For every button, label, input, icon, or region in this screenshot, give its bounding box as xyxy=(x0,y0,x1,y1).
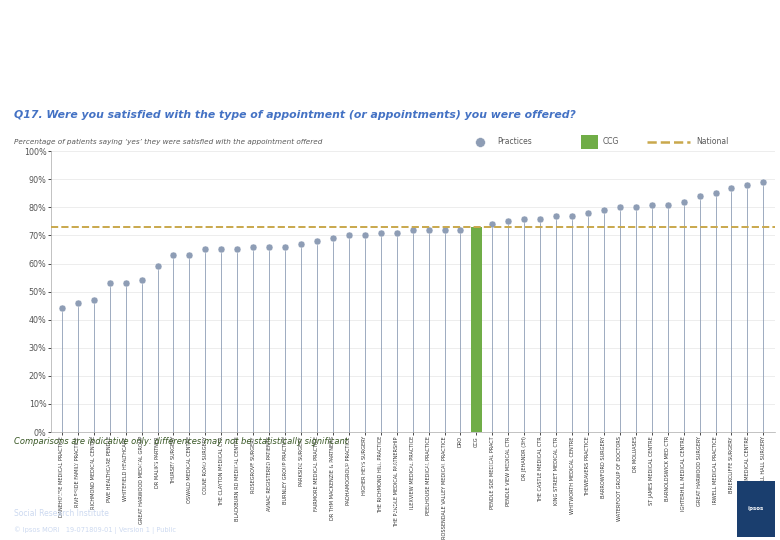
Text: National: National xyxy=(696,137,729,146)
Text: Base: All who tried to make an appointment since being registered: National (879: Base: All who tried to make an appointme… xyxy=(14,461,518,468)
Text: 32: 32 xyxy=(381,502,399,516)
Text: ipsos: ipsos xyxy=(748,507,764,511)
Text: Percentage of patients saying ‘yes’ they were satisfied with the appointment off: Percentage of patients saying ‘yes’ they… xyxy=(14,139,322,145)
Text: CCG: CCG xyxy=(603,137,619,146)
Bar xyxy=(737,481,775,537)
Text: Practices: Practices xyxy=(497,137,532,146)
Bar xyxy=(471,227,481,432)
Text: Ipsos MORI: Ipsos MORI xyxy=(14,490,80,500)
Text: Satisfaction with appointment offered:
how the CCG’s practices compare: Satisfaction with appointment offered: h… xyxy=(14,21,409,64)
Text: Social Research Institute: Social Research Institute xyxy=(14,509,109,518)
Text: © Ipsos MORI   19-071809-01 | Version 1 | Public: © Ipsos MORI 19-071809-01 | Version 1 | … xyxy=(14,526,176,534)
Text: Q17. Were you satisfied with the type of appointment (or appointments) you were : Q17. Were you satisfied with the type of… xyxy=(14,110,576,120)
Bar xyxy=(581,134,598,149)
Text: Comparisons are indicative only: differences may not be statistically significan: Comparisons are indicative only: differe… xyxy=(14,437,348,446)
